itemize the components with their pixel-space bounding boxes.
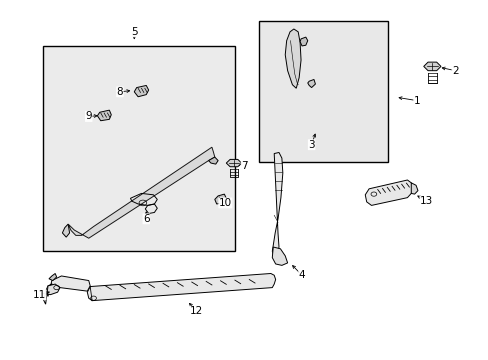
Polygon shape [87,274,275,301]
Bar [258,21,387,162]
Text: 11: 11 [33,290,46,300]
Text: 1: 1 [413,96,420,105]
Polygon shape [43,284,60,304]
Text: 3: 3 [307,140,314,150]
Text: 5: 5 [131,27,137,37]
Polygon shape [226,159,241,167]
Polygon shape [423,62,440,71]
Polygon shape [45,276,90,296]
Polygon shape [49,274,57,280]
Bar [43,46,234,251]
Polygon shape [214,194,226,204]
Polygon shape [272,153,282,257]
Polygon shape [208,157,218,164]
Text: 2: 2 [451,66,458,76]
Polygon shape [365,180,412,206]
Polygon shape [68,147,214,238]
Text: 6: 6 [142,214,149,224]
Text: 7: 7 [241,161,247,171]
Text: 10: 10 [218,198,231,208]
Polygon shape [410,183,417,194]
Polygon shape [300,37,307,46]
Polygon shape [97,110,111,121]
Polygon shape [272,247,287,265]
Text: 13: 13 [419,196,432,206]
Text: 9: 9 [85,112,92,121]
Text: 8: 8 [116,87,123,97]
Text: 4: 4 [298,270,305,280]
Polygon shape [62,224,69,237]
Polygon shape [307,80,315,87]
Polygon shape [285,29,301,88]
Text: 12: 12 [189,306,203,316]
Polygon shape [134,85,148,97]
